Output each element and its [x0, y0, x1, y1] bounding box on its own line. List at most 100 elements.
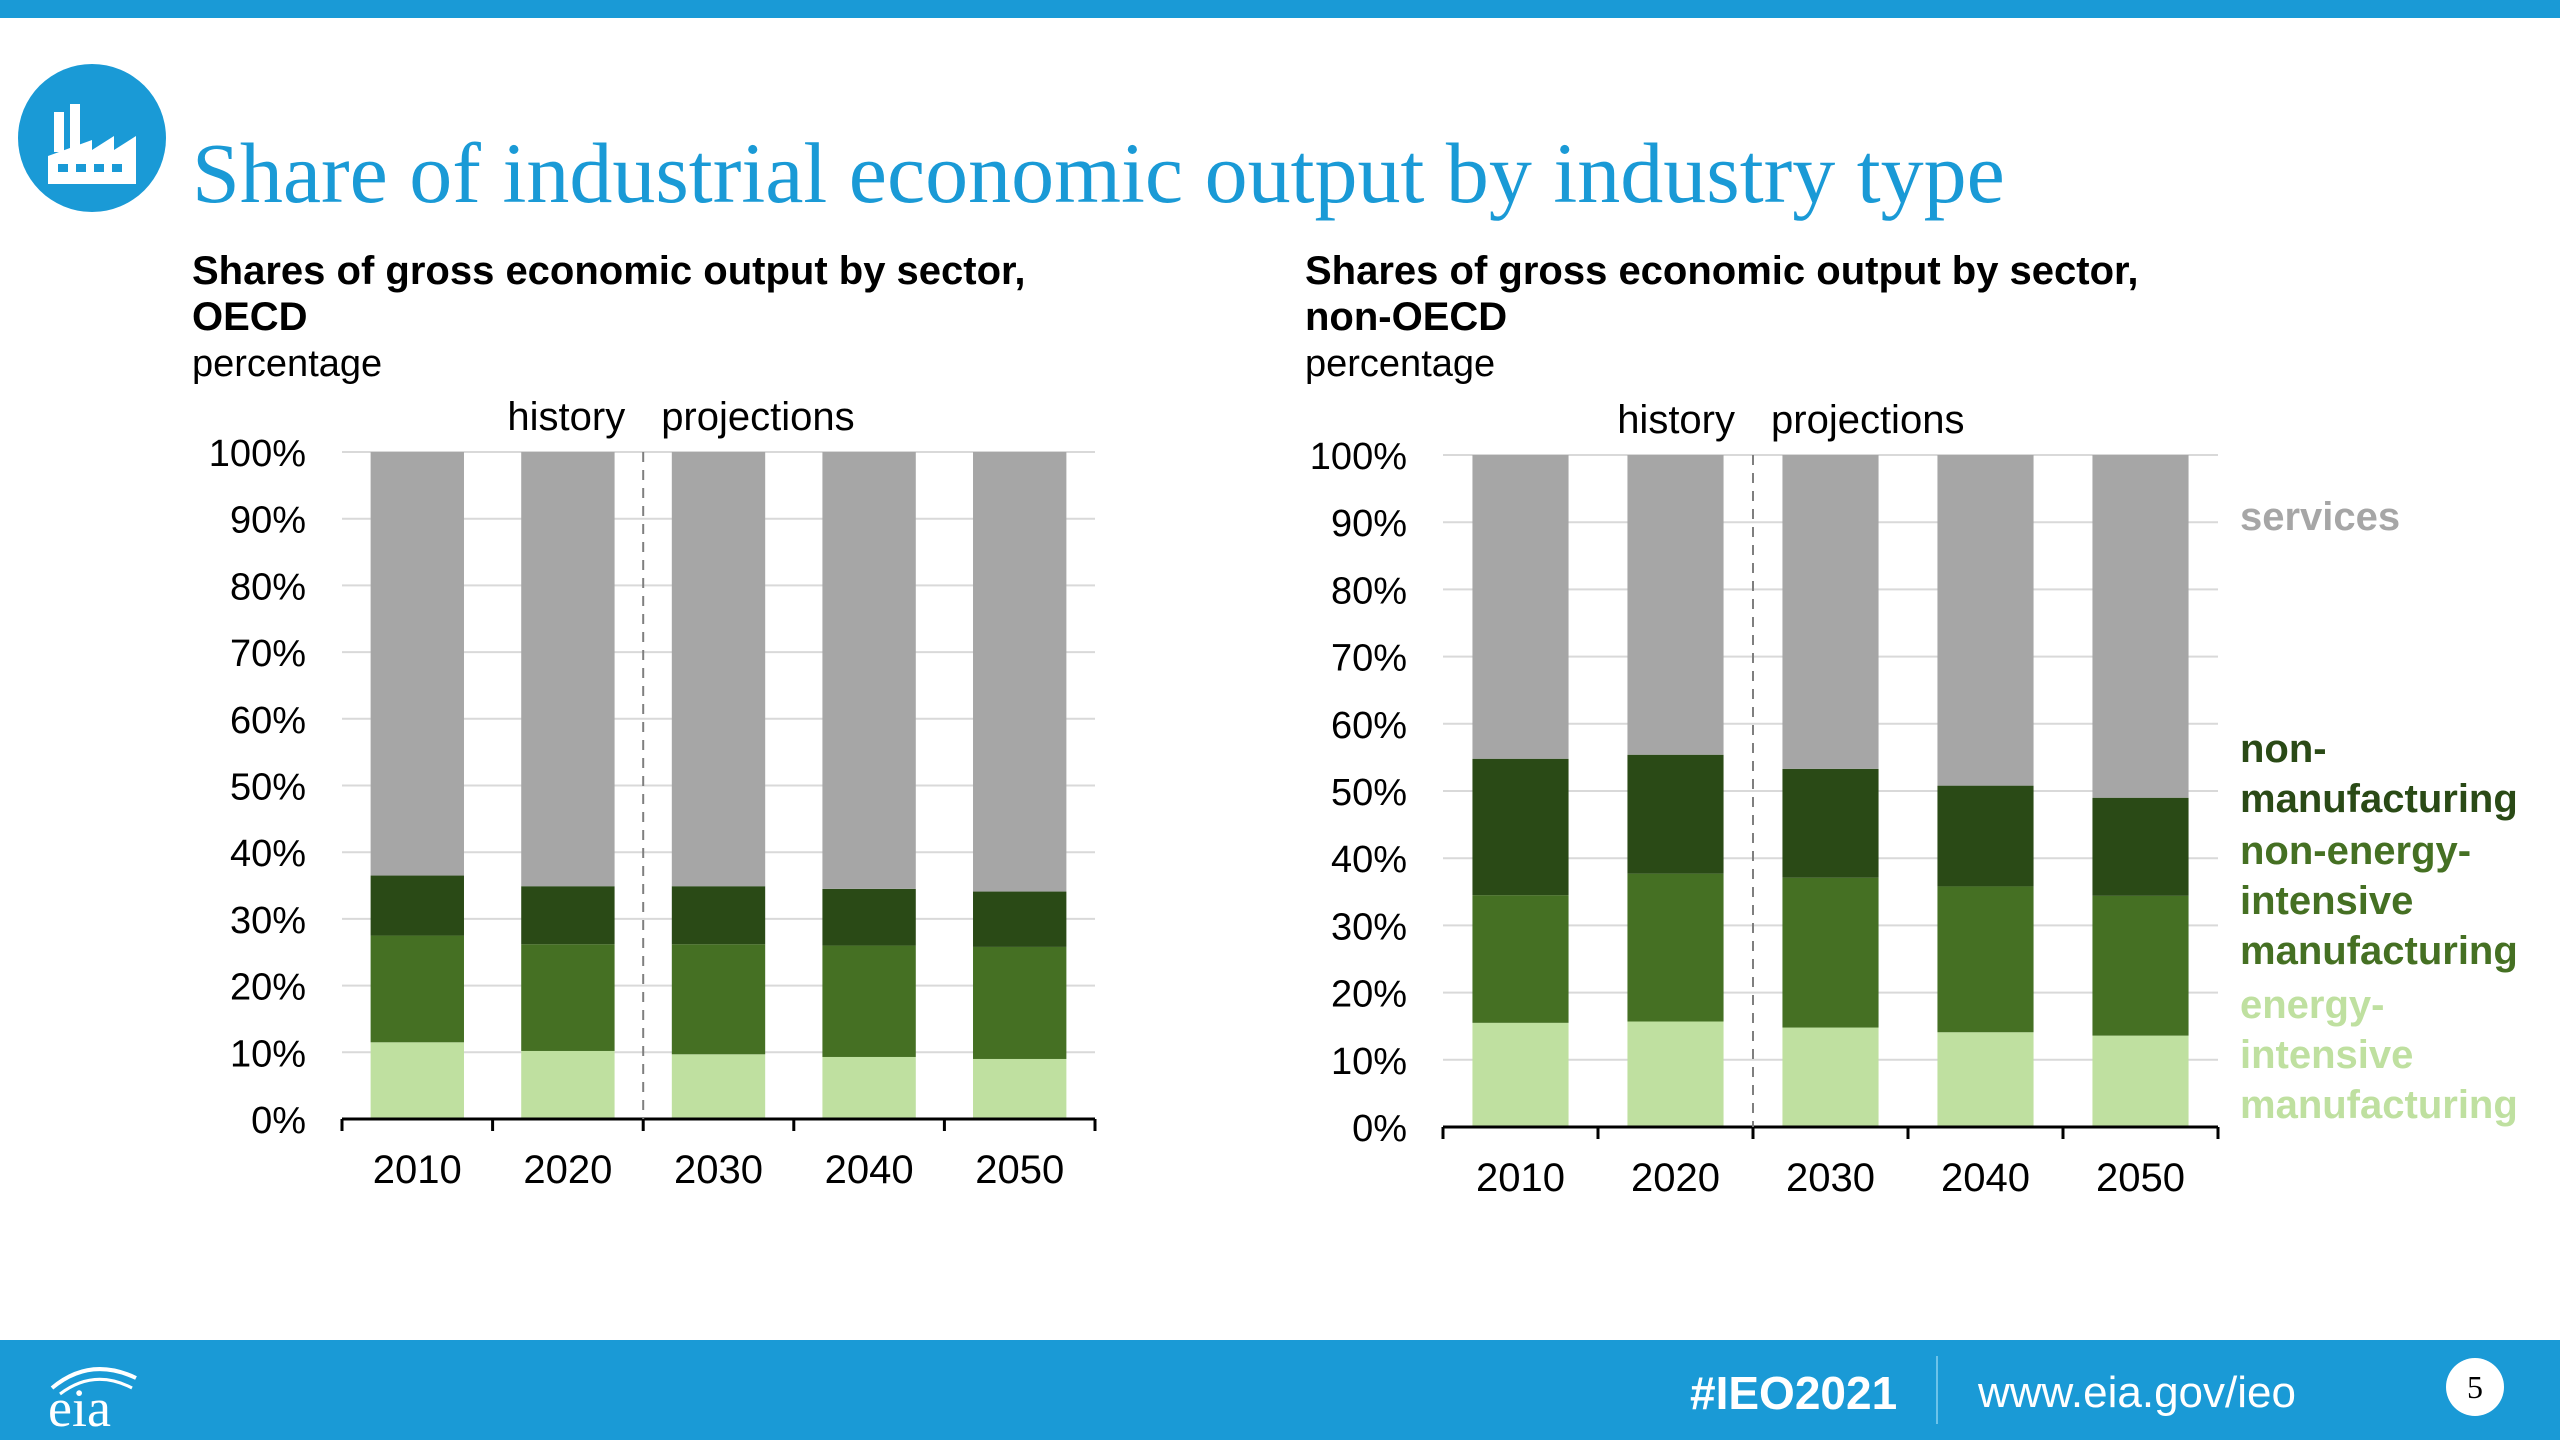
footer-hashtag[interactable]: #IEO2021 [1690, 1367, 1898, 1419]
non-oecd-x-tick-label: 2010 [1476, 1156, 1565, 1200]
oecd-bar-non-manufacturing-2020 [521, 886, 615, 945]
non-oecd-bar-energy-intensive-2020 [1627, 1021, 1724, 1127]
non-oecd-bar-services-2010 [1472, 455, 1569, 759]
eia-logo-text: eia [48, 1378, 111, 1430]
non-oecd-title-line-2: non-OECD [1305, 295, 1508, 339]
oecd-bar-energy-intensive-2040 [822, 1056, 916, 1119]
non-oecd-y-tick-label: 20% [1331, 974, 1407, 1016]
oecd-y-tick-label: 50% [230, 767, 306, 809]
eia-logo: eia [40, 1360, 150, 1438]
non-oecd-y-tick-label: 100% [1310, 436, 1407, 478]
legend-energy-intensive-label: intensive [2240, 1033, 2413, 1077]
non-oecd-bar-non-energy-intensive-2010 [1472, 895, 1569, 1023]
legend-non-energy-intensive-label: non-energy- [2240, 829, 2471, 873]
oecd-y-tick-label: 0% [251, 1100, 306, 1142]
oecd-x-tick-label: 2020 [523, 1148, 612, 1192]
oecd-stacked-bar-chart: 0% 10% 20% 30% 40% 50% 60% 70% 80% 90% 100% 2010 202… [209, 395, 1097, 1192]
non-oecd-bar-services-2040 [1937, 455, 2034, 786]
oecd-y-tick-label: 60% [230, 700, 306, 742]
top-bar [0, 0, 2560, 18]
factory-icon [18, 64, 166, 212]
oecd-projections-label: projections [661, 395, 854, 439]
oecd-bar-non-energy-intensive-2050 [973, 946, 1067, 1059]
non-oecd-bar-non-energy-intensive-2050 [2092, 895, 2189, 1036]
oecd-bar-non-energy-intensive-2010 [370, 935, 464, 1043]
oecd-history-label: history [507, 395, 625, 439]
page-number: 5 [2446, 1358, 2504, 1416]
non-oecd-bar-non-manufacturing-2050 [2092, 797, 2189, 896]
oecd-bar-non-manufacturing-2040 [822, 888, 916, 946]
oecd-bar-energy-intensive-2050 [973, 1058, 1067, 1119]
legend-non-manufacturing-label: manufacturing [2240, 777, 2518, 821]
oecd-chart-title: Shares of gross economic output by secto… [192, 248, 1026, 340]
legend-energy-intensive-label: manufacturing [2240, 1083, 2518, 1127]
oecd-y-tick-label: 20% [230, 967, 306, 1009]
non-oecd-y-tick-label: 90% [1331, 503, 1407, 545]
oecd-bar-energy-intensive-2020 [521, 1050, 615, 1119]
oecd-bar-non-energy-intensive-2020 [521, 944, 615, 1051]
oecd-x-tick-label: 2030 [674, 1148, 763, 1192]
non-oecd-stacked-bar-chart: 0% 10% 20% 30% 40% 50% 60% 70% 80% 90% 100% 2010 202… [1310, 398, 2220, 1200]
non-oecd-x-tick-label: 2030 [1786, 1156, 1875, 1200]
non-oecd-bar-non-manufacturing-2040 [1937, 785, 2034, 887]
non-oecd-x-tick-label: 2040 [1941, 1156, 2030, 1200]
non-oecd-y-tick-label: 0% [1352, 1108, 1407, 1150]
oecd-bar-services-2010 [370, 452, 464, 876]
oecd-y-tick-label: 30% [230, 900, 306, 942]
non-oecd-y-tick-label: 70% [1331, 638, 1407, 680]
non-oecd-y-tick-label: 80% [1331, 570, 1407, 612]
non-oecd-history-label: history [1617, 398, 1735, 442]
non-oecd-bar-non-manufacturing-2030 [1782, 768, 1879, 878]
non-oecd-bar-energy-intensive-2010 [1472, 1022, 1569, 1127]
oecd-y-tick-label: 100% [209, 433, 306, 475]
non-oecd-bar-non-energy-intensive-2030 [1782, 877, 1879, 1028]
legend-energy-intensive-label: energy- [2240, 983, 2385, 1027]
non-oecd-y-tick-label: 10% [1331, 1041, 1407, 1083]
non-oecd-bar-energy-intensive-2050 [2092, 1035, 2189, 1127]
non-oecd-y-tick-label: 30% [1331, 906, 1407, 948]
oecd-bar-services-2030 [671, 452, 766, 887]
page-title: Share of industrial economic output by i… [192, 125, 2005, 221]
non-oecd-projections-label: projections [1771, 398, 1964, 442]
legend-non-manufacturing-label: non- [2240, 727, 2327, 771]
non-oecd-bar-services-2030 [1782, 455, 1879, 769]
oecd-bar-non-energy-intensive-2030 [671, 944, 766, 1055]
non-oecd-ylabel: percentage [1305, 343, 1496, 385]
oecd-bar-non-manufacturing-2030 [671, 886, 766, 945]
non-oecd-x-tick-label: 2020 [1631, 1156, 1720, 1200]
oecd-bar-non-manufacturing-2050 [973, 891, 1067, 947]
oecd-bar-non-manufacturing-2010 [370, 875, 464, 936]
chart-legend: services non-manufacturing non-energy-inte… [2240, 495, 2518, 1127]
oecd-x-tick-label: 2040 [825, 1148, 914, 1192]
non-oecd-title-line-1: Shares of gross economic output by secto… [1305, 249, 2139, 293]
footer-divider [1936, 1356, 1938, 1424]
non-oecd-bar-energy-intensive-2040 [1937, 1032, 2034, 1127]
oecd-y-tick-label: 10% [230, 1033, 306, 1075]
non-oecd-y-tick-label: 50% [1331, 772, 1407, 814]
oecd-bar-energy-intensive-2030 [671, 1054, 766, 1119]
footer-bar [0, 1340, 2560, 1440]
oecd-y-tick-label: 80% [230, 566, 306, 608]
non-oecd-bar-services-2020 [1627, 455, 1724, 755]
oecd-bar-energy-intensive-2010 [370, 1042, 464, 1119]
oecd-ylabel: percentage [192, 343, 383, 385]
non-oecd-bar-non-energy-intensive-2020 [1627, 873, 1724, 1022]
oecd-y-tick-label: 70% [230, 633, 306, 675]
non-oecd-x-tick-label: 2050 [2096, 1156, 2185, 1200]
non-oecd-bar-non-energy-intensive-2040 [1937, 886, 2034, 1033]
oecd-y-tick-label: 40% [230, 833, 306, 875]
legend-services-label: services [2240, 495, 2400, 539]
legend-non-energy-intensive-label: intensive [2240, 879, 2413, 923]
oecd-title-line-2: OECD [192, 295, 308, 339]
oecd-title-line-1: Shares of gross economic output by secto… [192, 249, 1026, 293]
legend-non-energy-intensive-label: manufacturing [2240, 929, 2518, 973]
non-oecd-bar-non-manufacturing-2010 [1472, 758, 1569, 896]
footer-url-link[interactable]: www.eia.gov/ieo [1978, 1368, 2296, 1417]
non-oecd-y-tick-label: 60% [1331, 705, 1407, 747]
oecd-bar-non-energy-intensive-2040 [822, 945, 916, 1057]
non-oecd-y-tick-label: 40% [1331, 839, 1407, 881]
oecd-x-tick-label: 2050 [975, 1148, 1064, 1192]
non-oecd-chart-title: Shares of gross economic output by secto… [1305, 248, 2139, 340]
non-oecd-bar-energy-intensive-2030 [1782, 1027, 1879, 1127]
oecd-x-tick-label: 2010 [373, 1148, 462, 1192]
